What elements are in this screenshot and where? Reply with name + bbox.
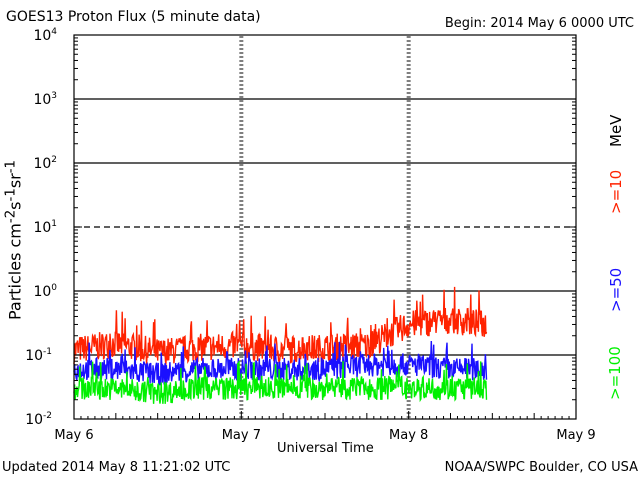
y-tick-label: 10-1 bbox=[25, 347, 52, 364]
series-line-1 bbox=[73, 340, 488, 386]
x-tick-label: May 7 bbox=[222, 428, 261, 443]
y-tick-label: 104 bbox=[33, 27, 57, 44]
x-axis-label: Universal Time bbox=[277, 441, 374, 456]
x-tick-label: May 8 bbox=[389, 428, 428, 443]
series-line-0 bbox=[73, 286, 488, 366]
x-tick-label: May 6 bbox=[54, 428, 93, 443]
noaa-credit: NOAA/SWPC Boulder, CO USA bbox=[444, 460, 638, 475]
chart-title: GOES13 Proton Flux (5 minute data) bbox=[6, 9, 261, 25]
x-tick-label: May 9 bbox=[556, 428, 595, 443]
series-line-2 bbox=[73, 361, 488, 404]
y-tick-label: 100 bbox=[33, 283, 57, 300]
legend-unit: MeV bbox=[607, 114, 625, 147]
y-tick-label: 10-2 bbox=[25, 411, 52, 428]
y-tick-label: 101 bbox=[33, 219, 57, 236]
begin-time: Begin: 2014 May 6 0000 UTC bbox=[444, 16, 634, 31]
legend-series-10: >=10 bbox=[607, 169, 625, 214]
y-axis-label: Particles cm-2s-1sr-1 bbox=[3, 159, 25, 321]
y-tick-label: 103 bbox=[33, 91, 57, 108]
legend-series-100: >=100 bbox=[606, 346, 624, 400]
legend-series-50: >=50 bbox=[607, 267, 625, 312]
updated-time: Updated 2014 May 8 11:21:02 UTC bbox=[2, 460, 231, 475]
y-tick-label: 102 bbox=[33, 155, 57, 172]
